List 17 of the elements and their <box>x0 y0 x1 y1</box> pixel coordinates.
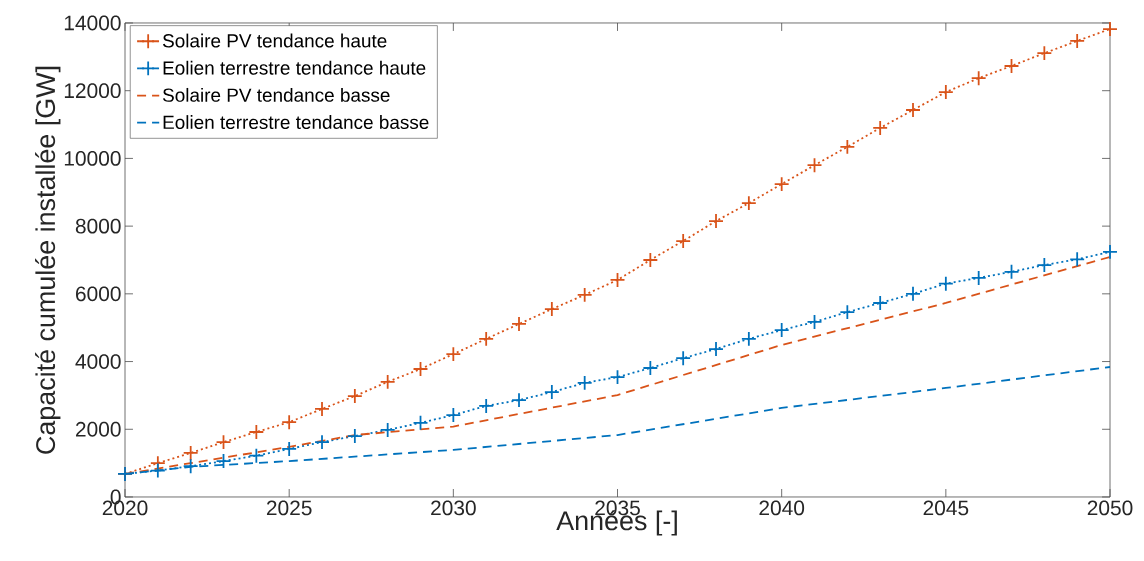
legend-label: Eolien terrestre tendance haute <box>163 60 426 75</box>
x-tick-label: 2025 <box>266 500 312 516</box>
x-tick-label: 2045 <box>923 500 969 516</box>
y-tick-label: 10000 <box>64 151 121 166</box>
x-tick-label: 2050 <box>1087 500 1133 516</box>
y-tick-label: 2000 <box>75 421 121 437</box>
y-tick-label: 6000 <box>76 286 121 302</box>
x-tick-label: 2030 <box>431 500 476 516</box>
legend-label: Eolien terrestre tendance basse <box>163 115 429 130</box>
x-tick-label: 2040 <box>759 500 805 516</box>
y-tick-label: 8000 <box>75 218 121 234</box>
y-tick-label: 12000 <box>64 83 121 99</box>
y-tick-label: 14000 <box>64 15 121 31</box>
y-axis-title: Capacité cumulée installée [GW] <box>35 66 61 454</box>
y-tick-label: 4000 <box>75 354 121 369</box>
legend-label: Solaire PV tendance haute <box>162 33 387 48</box>
legend-label: Solaire PV tendance basse <box>162 87 390 102</box>
